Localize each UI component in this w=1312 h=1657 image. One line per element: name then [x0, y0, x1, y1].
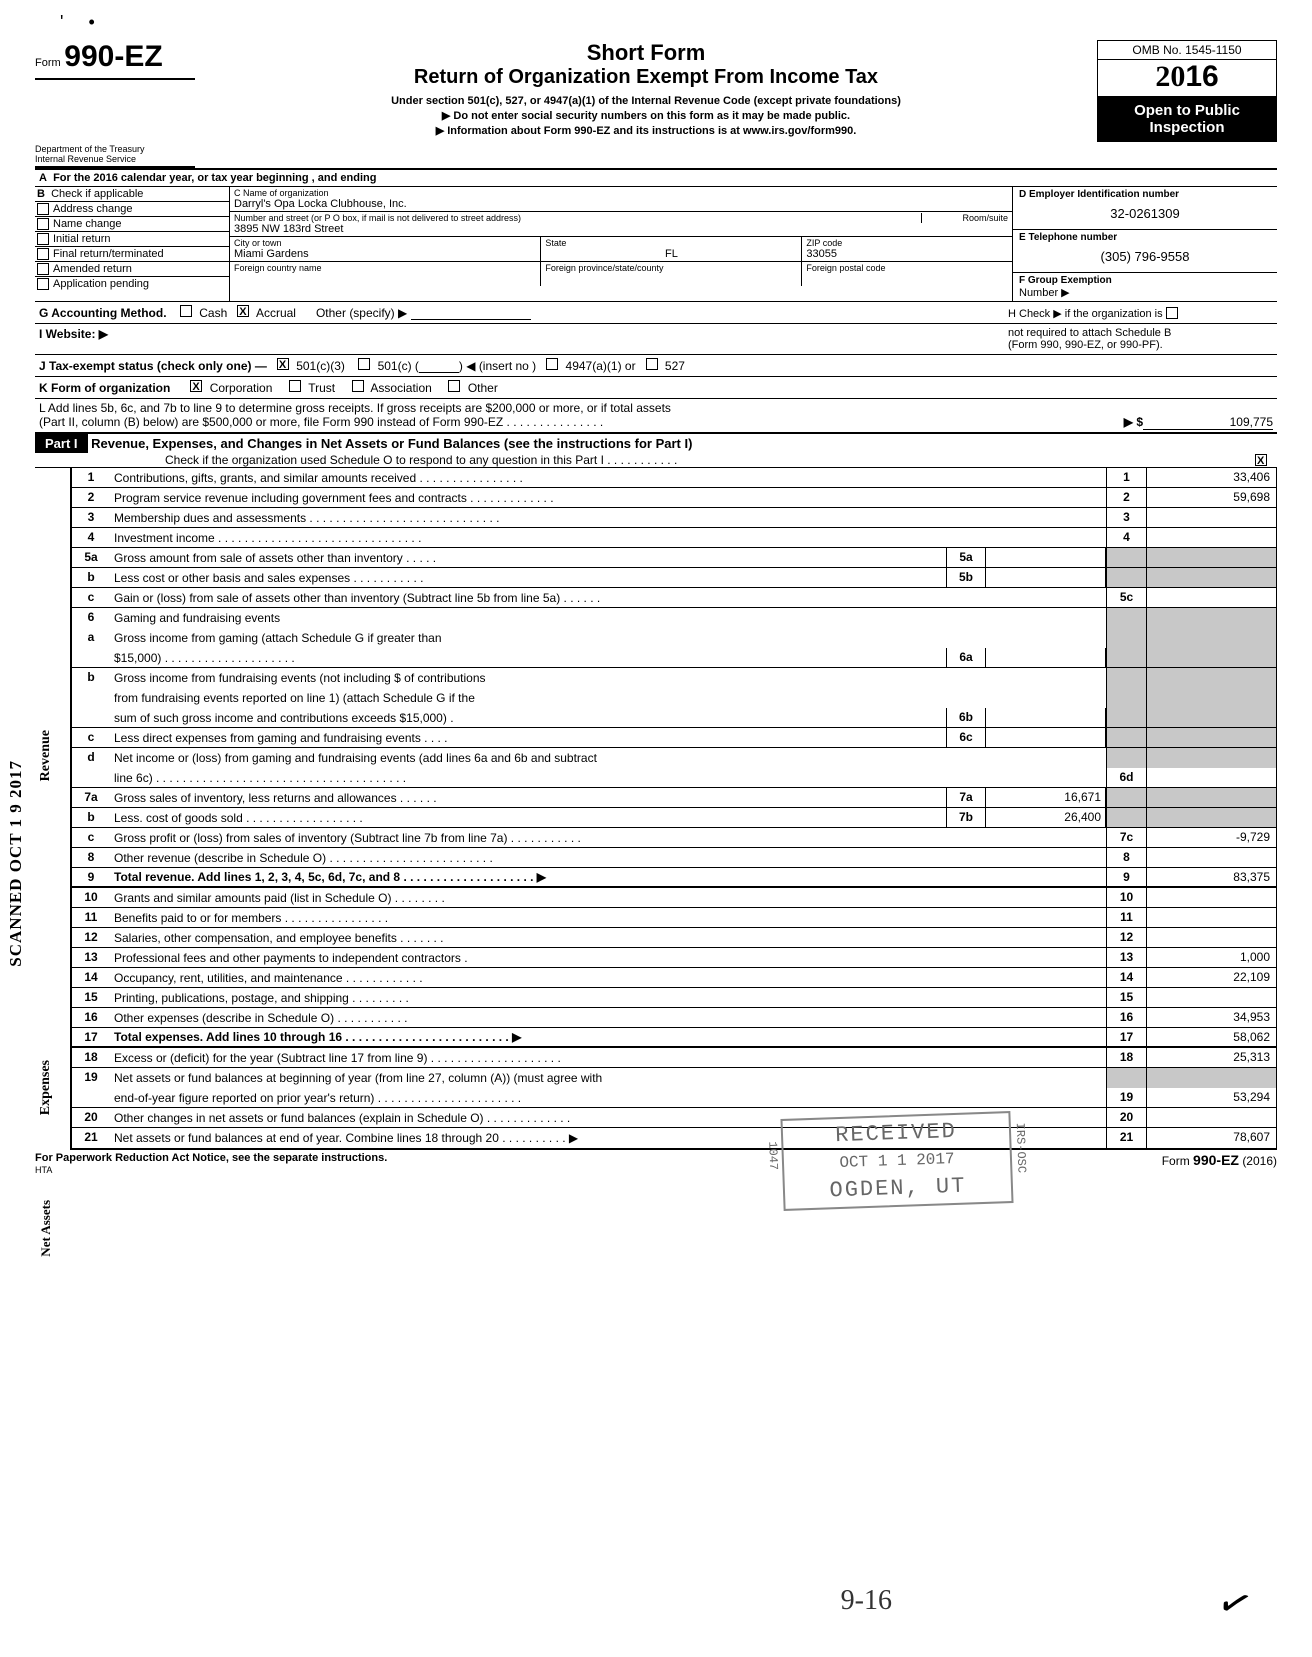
row-20: 20Other changes in net assets or fund ba…	[72, 1108, 1276, 1128]
row-5a: 5aGross amount from sale of assets other…	[72, 548, 1276, 568]
form-word: Form	[35, 57, 61, 69]
tax-year: 2016	[1097, 59, 1277, 96]
row-6a-1: aGross income from gaming (attach Schedu…	[72, 628, 1276, 648]
row-1: 1Contributions, gifts, grants, and simil…	[72, 468, 1276, 488]
row-21: 21Net assets or fund balances at end of …	[72, 1128, 1276, 1148]
chk-trust[interactable]	[289, 380, 301, 392]
row-6a-2: $15,000) . . . . . . . . . . . . . . . .…	[72, 648, 1276, 668]
phone: (305) 796-9558	[1019, 243, 1271, 270]
chk-assoc[interactable]	[352, 380, 364, 392]
line-j: J Tax-exempt status (check only one) — 5…	[35, 355, 1277, 377]
handwritten-date: 9-16	[841, 1585, 892, 1617]
row-3: 3Membership dues and assessments . . . .…	[72, 508, 1276, 528]
open-public-box: Open to Public Inspection	[1097, 96, 1277, 142]
row-4: 4Investment income . . . . . . . . . . .…	[72, 528, 1276, 548]
section-b: B Check if applicable Address change Nam…	[35, 187, 230, 301]
chk-initial[interactable]	[37, 233, 49, 245]
chk-cash[interactable]	[180, 305, 192, 317]
line-a: A For the 2016 calendar year, or tax yea…	[35, 170, 1277, 187]
expenses-label: Expenses	[38, 1060, 54, 1115]
chk-accrual[interactable]	[237, 305, 249, 317]
scanned-stamp: SCANNED OCT 1 9 2017	[6, 760, 26, 967]
row-7c: cGross profit or (loss) from sales of in…	[72, 828, 1276, 848]
chk-501c[interactable]	[358, 358, 370, 370]
gross-receipts: 109,775	[1143, 415, 1273, 430]
row-8: 8Other revenue (describe in Schedule O) …	[72, 848, 1276, 868]
short-title: Short Form	[195, 40, 1097, 66]
line-i: I Website: ▶ not required to attach Sche…	[35, 324, 1277, 355]
line-g-h: G Accounting Method. Cash Accrual Other …	[35, 302, 1277, 324]
row-2: 2Program service revenue including gover…	[72, 488, 1276, 508]
punch-marks: ' •	[60, 12, 95, 33]
row-7a: 7aGross sales of inventory, less returns…	[72, 788, 1276, 808]
omb-number: OMB No. 1545-1150	[1097, 40, 1277, 59]
received-stamp: RECEIVED OCT 1 1 2017 OGDEN, UT IRS-OSC …	[780, 1111, 1013, 1211]
form-number-box: Form 990-EZ	[35, 40, 195, 80]
row-7b: bLess. cost of goods sold . . . . . . . …	[72, 808, 1276, 828]
row-18: 18Excess or (deficit) for the year (Subt…	[72, 1048, 1276, 1068]
netassets-label: Net Assets	[38, 1200, 54, 1257]
row-11: 11Benefits paid to or for members . . . …	[72, 908, 1276, 928]
chk-amended[interactable]	[37, 263, 49, 275]
right-header-box: OMB No. 1545-1150 2016 Open to Public In…	[1097, 40, 1277, 142]
chk-other-org[interactable]	[448, 380, 460, 392]
footer: For Paperwork Reduction Act Notice, see …	[35, 1150, 1277, 1176]
title-block: Short Form Return of Organization Exempt…	[195, 40, 1097, 137]
revenue-label: Revenue	[38, 730, 54, 781]
chk-schedule-o[interactable]	[1255, 454, 1267, 466]
row-6c: cLess direct expenses from gaming and fu…	[72, 728, 1276, 748]
row-17: 17Total expenses. Add lines 10 through 1…	[72, 1028, 1276, 1048]
instruction-1: ▶ Do not enter social security numbers o…	[195, 109, 1097, 122]
instruction-2: ▶ Information about Form 990-EZ and its …	[195, 124, 1097, 137]
chk-final[interactable]	[37, 248, 49, 260]
form-header: Form 990-EZ Department of the Treasury I…	[35, 40, 1277, 168]
org-city: Miami Gardens	[234, 248, 536, 260]
chk-501c3[interactable]	[277, 358, 289, 370]
row-6b-1: bGross income from fundraising events (n…	[72, 668, 1276, 688]
row-6: 6Gaming and fundraising events	[72, 608, 1276, 628]
chk-527[interactable]	[646, 358, 658, 370]
row-10: 10Grants and similar amounts paid (list …	[72, 888, 1276, 908]
org-state: FL	[545, 248, 797, 260]
part-1-table: 1Contributions, gifts, grants, and simil…	[70, 468, 1277, 1150]
part-1-header: Part I Revenue, Expenses, and Changes in…	[35, 432, 1277, 468]
row-16: 16Other expenses (describe in Schedule O…	[72, 1008, 1276, 1028]
row-5c: cGain or (loss) from sale of assets othe…	[72, 588, 1276, 608]
chk-4947[interactable]	[546, 358, 558, 370]
org-street: 3895 NW 183rd Street	[234, 223, 1008, 235]
row-19-2: end-of-year figure reported on prior yea…	[72, 1088, 1276, 1108]
corner-mark: ✓	[1212, 1577, 1259, 1632]
row-9: 9Total revenue. Add lines 1, 2, 3, 4, 5c…	[72, 868, 1276, 888]
org-zip: 33055	[806, 248, 1008, 260]
dept-treasury: Department of the Treasury Internal Reve…	[35, 144, 195, 168]
chk-corp[interactable]	[190, 380, 202, 392]
chk-addr-change[interactable]	[37, 203, 49, 215]
entity-block: B Check if applicable Address change Nam…	[35, 187, 1277, 302]
row-12: 12Salaries, other compensation, and empl…	[72, 928, 1276, 948]
row-19-1: 19Net assets or fund balances at beginni…	[72, 1068, 1276, 1088]
row-6d-2: line 6c) . . . . . . . . . . . . . . . .…	[72, 768, 1276, 788]
row-14: 14Occupancy, rent, utilities, and mainte…	[72, 968, 1276, 988]
line-l: L Add lines 5b, 6c, and 7b to line 9 to …	[35, 398, 1277, 432]
line-k: K Form of organization Corporation Trust…	[35, 377, 1277, 398]
row-13: 13Professional fees and other payments t…	[72, 948, 1276, 968]
chk-h[interactable]	[1166, 307, 1178, 319]
ein: 32-0261309	[1019, 200, 1271, 227]
chk-name-change[interactable]	[37, 218, 49, 230]
long-title: Return of Organization Exempt From Incom…	[195, 66, 1097, 89]
chk-app-pending[interactable]	[37, 278, 49, 290]
subtitle: Under section 501(c), 527, or 4947(a)(1)…	[195, 95, 1097, 107]
row-6d-1: dNet income or (loss) from gaming and fu…	[72, 748, 1276, 768]
row-15: 15Printing, publications, postage, and s…	[72, 988, 1276, 1008]
section-d-e-f: D Employer Identification number32-02613…	[1012, 187, 1277, 301]
row-5b: bLess cost or other basis and sales expe…	[72, 568, 1276, 588]
row-6b-3: sum of such gross income and contributio…	[72, 708, 1276, 728]
row-6b-2: from fundraising events reported on line…	[72, 688, 1276, 708]
section-c: C Name of organization Darryl's Opa Lock…	[230, 187, 1012, 301]
org-name: Darryl's Opa Locka Clubhouse, Inc.	[234, 198, 1008, 210]
form-number: 990-EZ	[64, 40, 162, 73]
